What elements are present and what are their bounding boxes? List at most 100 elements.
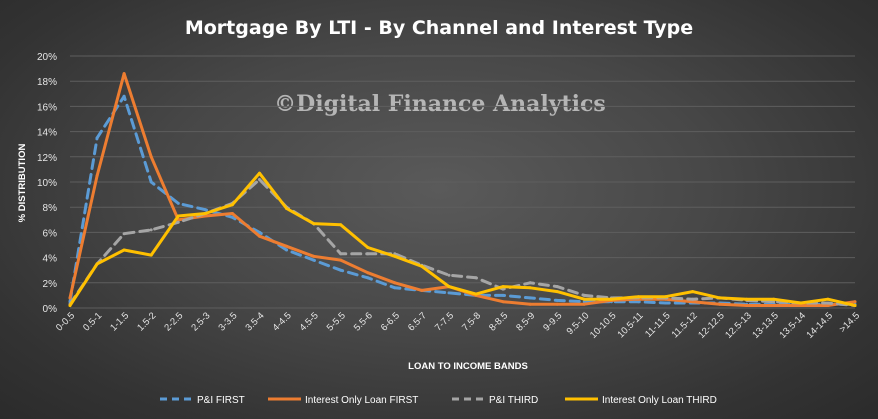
y-axis: 0% 2% 4% 6% 8% 10% 12% 14% 16% 18% 20%: [37, 52, 57, 315]
data-point: [122, 248, 126, 252]
data-point: [528, 281, 532, 285]
x-tick-label: 8.5-9: [514, 310, 537, 333]
y-tick-label: 4%: [43, 254, 58, 265]
data-point: [582, 293, 586, 297]
data-point: [853, 300, 857, 304]
legend-label: P&I FIRST: [197, 395, 245, 406]
data-point: [555, 290, 559, 294]
data-point: [691, 300, 695, 304]
data-point: [636, 295, 640, 299]
x-tick-label: 10.5-11: [616, 310, 646, 340]
data-point: [555, 298, 559, 302]
data-point: [230, 215, 234, 219]
data-point: [636, 300, 640, 304]
legend-label: Interest Only Loan FIRST: [305, 395, 418, 406]
x-tick-label: 7.5-8: [460, 310, 483, 333]
x-tick-label: 2.5-3: [189, 310, 212, 333]
data-point: [366, 271, 370, 275]
data-point: [528, 296, 532, 300]
data-point: [149, 253, 153, 257]
data-point: [447, 291, 451, 295]
data-point: [609, 297, 613, 301]
data-point: [474, 292, 478, 296]
data-point: [718, 302, 722, 306]
data-point: [447, 285, 451, 289]
data-point: [285, 244, 289, 248]
data-point: [203, 212, 207, 215]
x-tick-label: 5.5-6: [352, 310, 375, 333]
x-tick-label: 8-8.5: [487, 310, 510, 333]
data-point: [826, 304, 830, 307]
watermark: ©Digital Finance Analytics: [274, 91, 606, 117]
data-point: [772, 297, 776, 301]
data-point: [258, 230, 261, 234]
data-point: [393, 254, 397, 258]
series-4: [68, 171, 857, 307]
y-tick-label: 2%: [43, 279, 58, 290]
data-point: [203, 208, 207, 212]
data-point: [447, 273, 451, 277]
x-tick-label: 1.5-2: [135, 310, 158, 333]
x-tick-label: 9-9.5: [541, 310, 564, 333]
x-tick-label: 7-7.5: [433, 310, 456, 333]
data-point: [285, 207, 289, 210]
legend-label: Interest Only Loan THIRD: [602, 395, 717, 406]
data-point: [853, 304, 857, 307]
data-point: [528, 286, 532, 290]
data-point: [366, 252, 370, 256]
x-tick-label: 3-3.5: [216, 310, 239, 333]
series-lines: [68, 72, 857, 307]
data-point: [366, 246, 370, 249]
x-tick-label: 14-14.5: [804, 310, 835, 341]
data-point: [772, 304, 776, 307]
data-point: [149, 180, 153, 184]
data-point: [258, 178, 261, 181]
x-tick-label: 12.5-13: [723, 310, 754, 341]
gridlines: [70, 55, 855, 309]
data-point: [95, 262, 99, 266]
x-axis: 0-0.5 0.5-1 1-1.5 1.5-2 2-2.5 2.5-3 3-3.5 3.5-4…: [54, 310, 862, 341]
data-point: [339, 252, 343, 256]
y-tick-label: 6%: [43, 228, 58, 239]
data-point: [582, 302, 586, 306]
legend-label: P&I THIRD: [489, 395, 538, 406]
data-point: [799, 301, 803, 305]
x-tick-label: 4-4.5: [271, 310, 294, 333]
data-point: [664, 301, 667, 305]
x-tick-label: 11-11.5: [643, 310, 673, 340]
data-point: [745, 297, 749, 301]
data-point: [339, 258, 343, 262]
data-point: [393, 281, 397, 285]
x-tick-label: 6.5-7: [406, 310, 429, 333]
data-point: [799, 304, 803, 307]
y-tick-label: 20%: [37, 52, 57, 63]
data-point: [258, 234, 261, 238]
chart-title: Mortgage By LTI - By Channel and Interes…: [185, 17, 693, 39]
x-tick-label: 0.5-1: [81, 310, 104, 333]
x-tick-label: 1-1.5: [108, 310, 131, 333]
data-point: [312, 222, 316, 226]
data-point: [474, 276, 478, 280]
data-point: [501, 300, 505, 304]
data-point: [285, 248, 289, 252]
legend: P&I FIRST Interest Only Loan FIRST P&I THI…: [160, 395, 717, 406]
x-tick-label: 6-6.5: [379, 310, 402, 333]
data-point: [582, 300, 586, 304]
data-point: [176, 214, 180, 218]
data-point: [501, 293, 505, 297]
data-point: [420, 288, 424, 292]
data-point: [772, 300, 776, 304]
x-tick-label: 11.5-12: [670, 310, 700, 340]
data-point: [691, 297, 695, 301]
data-point: [420, 264, 424, 268]
x-tick-label: 13.5-14: [777, 310, 808, 341]
x-axis-label: LOAN TO INCOME BANDS: [408, 361, 528, 372]
data-point: [691, 290, 695, 294]
x-tick-label: 0-0.5: [54, 310, 77, 333]
data-point: [826, 297, 830, 301]
data-point: [122, 94, 126, 98]
x-tick-label: 13-13.5: [750, 310, 781, 341]
data-point: [555, 302, 559, 306]
data-point: [95, 136, 99, 140]
data-point: [339, 268, 343, 272]
